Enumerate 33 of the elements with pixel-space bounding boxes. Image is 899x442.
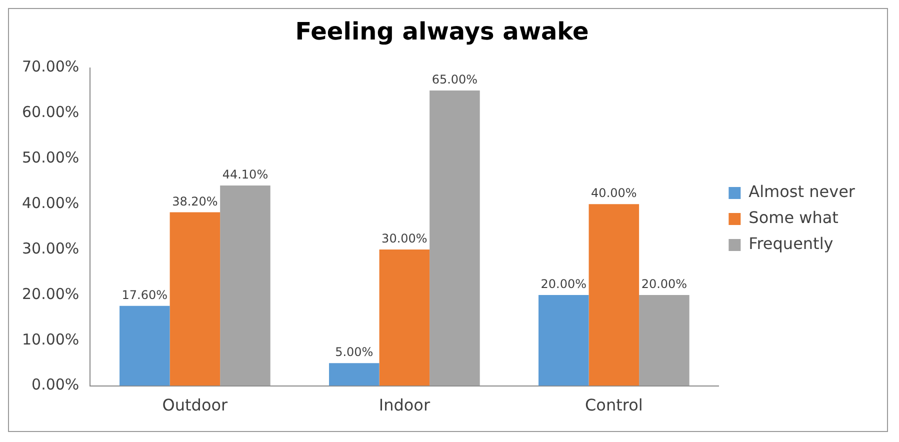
y-tick-label: 70.00% bbox=[22, 58, 80, 76]
y-tick-label: 60.00% bbox=[22, 103, 80, 122]
y-tick-label: 20.00% bbox=[22, 284, 80, 303]
bar bbox=[329, 363, 380, 386]
bar bbox=[379, 250, 430, 386]
chart-title: Feeling always awake bbox=[295, 18, 589, 46]
y-tick-label: 50.00% bbox=[22, 148, 80, 167]
data-label: 17.60% bbox=[122, 288, 168, 302]
data-label: 20.00% bbox=[540, 277, 587, 292]
x-tick-label: Outdoor bbox=[162, 396, 228, 415]
bar bbox=[588, 204, 640, 386]
legend-label: Frequently bbox=[748, 234, 834, 254]
data-label: 20.00% bbox=[641, 277, 688, 292]
data-label: 65.00% bbox=[432, 72, 478, 87]
bar bbox=[639, 294, 690, 386]
data-label: 5.00% bbox=[335, 345, 374, 360]
y-tick-label: 0.00% bbox=[32, 376, 80, 394]
data-label: 40.00% bbox=[591, 186, 637, 200]
bar bbox=[170, 212, 220, 386]
bar bbox=[220, 185, 270, 386]
bar bbox=[430, 90, 480, 386]
x-tick-label: Indoor bbox=[378, 396, 430, 415]
x-tick-label: Control bbox=[584, 396, 643, 415]
y-tick-label: 10.00% bbox=[22, 330, 80, 348]
bar bbox=[538, 294, 589, 386]
bar bbox=[120, 306, 170, 386]
legend-label: Almost never bbox=[748, 182, 856, 202]
data-label: 30.00% bbox=[382, 232, 428, 246]
data-label: 38.20% bbox=[172, 194, 218, 208]
y-tick-label: 40.00% bbox=[22, 194, 80, 212]
data-label: 44.10% bbox=[222, 168, 268, 182]
y-tick-label: 30.00% bbox=[22, 239, 80, 258]
legend-label: Some what bbox=[748, 208, 838, 228]
